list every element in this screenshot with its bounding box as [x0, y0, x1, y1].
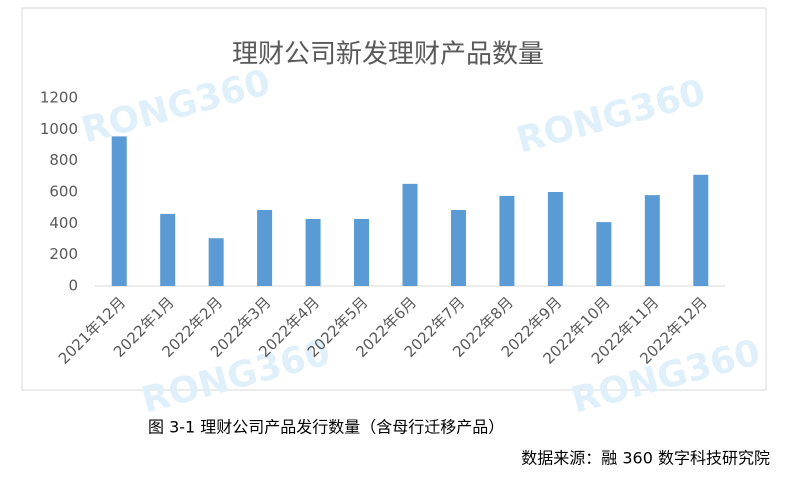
y-tick-label: 400	[49, 214, 78, 232]
y-tick-label: 1000	[40, 120, 78, 138]
y-tick-label: 800	[49, 151, 78, 169]
chart-title: 理财公司新发理财产品数量	[232, 40, 544, 70]
bar	[596, 222, 612, 286]
y-tick-label: 200	[49, 245, 78, 263]
bar	[450, 210, 466, 286]
bar	[111, 136, 127, 286]
bar	[160, 213, 176, 286]
bar	[402, 183, 418, 286]
bar	[499, 195, 515, 286]
bar	[354, 218, 370, 286]
y-tick-label: 0	[68, 277, 78, 295]
bar	[208, 238, 224, 286]
chart-frame	[21, 7, 767, 391]
bar	[693, 174, 709, 286]
source: 数据来源：融 360 数字科技研究院	[521, 449, 770, 468]
bar	[644, 195, 660, 286]
bar	[305, 218, 321, 286]
bar	[547, 192, 563, 286]
y-tick-label: 1200	[40, 89, 78, 107]
y-tick-label: 600	[49, 183, 78, 201]
caption: 图 3-1 理财公司产品发行数量（含母行迁移产品）	[148, 418, 504, 437]
bar	[257, 210, 273, 286]
